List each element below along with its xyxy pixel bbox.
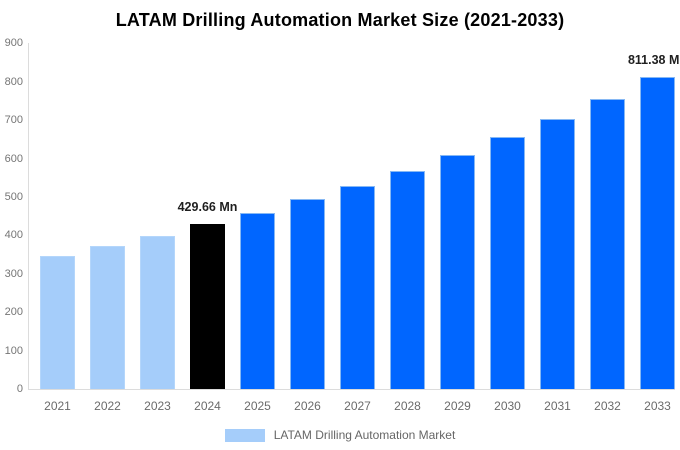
x-tick-2021: 2021 [44,399,71,413]
legend-label: LATAM Drilling Automation Market [273,428,456,442]
y-axis-line [28,43,29,389]
bar-2021[interactable] [40,256,75,389]
x-tick-2032: 2032 [594,399,621,413]
y-tick-100: 100 [4,344,23,357]
x-tick-2025: 2025 [244,399,271,413]
legend[interactable]: LATAM Drilling Automation Market [0,428,680,442]
bar-2025[interactable] [240,212,275,389]
y-tick-700: 700 [4,114,23,127]
bar-2032[interactable] [590,98,625,389]
y-tick-400: 400 [4,229,23,242]
bar-2027[interactable] [340,185,375,389]
x-tick-2023: 2023 [144,399,171,413]
y-tick-500: 500 [4,190,23,203]
bar-2026[interactable] [290,199,325,389]
y-tick-300: 300 [4,267,23,280]
y-tick-600: 600 [4,152,23,165]
x-tick-2030: 2030 [494,399,521,413]
x-tick-2027: 2027 [344,399,371,413]
data-label-2024: 429.66 Mn [177,199,238,214]
y-tick-0: 0 [16,383,23,395]
x-tick-2029: 2029 [444,399,471,413]
x-tick-2033: 2033 [644,399,671,413]
x-tick-2031: 2031 [544,399,571,413]
bar-2030[interactable] [490,137,525,389]
x-tick-2024: 2024 [194,399,221,413]
data-label-2033: 811.38 Mn [627,53,680,68]
y-tick-900: 900 [4,37,23,50]
bar-2033[interactable] [640,77,675,389]
legend-swatch[interactable] [224,428,265,442]
chart-title: LATAM Drilling Automation Market Size (2… [115,10,565,30]
y-tick-200: 200 [4,306,23,319]
x-tick-2022: 2022 [94,399,121,413]
bar-2029[interactable] [440,154,475,389]
bar-2028[interactable] [390,171,425,389]
y-tick-800: 800 [4,75,23,88]
x-tick-2026: 2026 [294,399,321,413]
bar-2022[interactable] [90,246,125,389]
x-axis-line [28,389,675,390]
bar-2023[interactable] [140,236,175,389]
x-tick-2028: 2028 [394,399,421,413]
bar-2024[interactable] [190,223,225,389]
bar-2031[interactable] [540,118,575,389]
